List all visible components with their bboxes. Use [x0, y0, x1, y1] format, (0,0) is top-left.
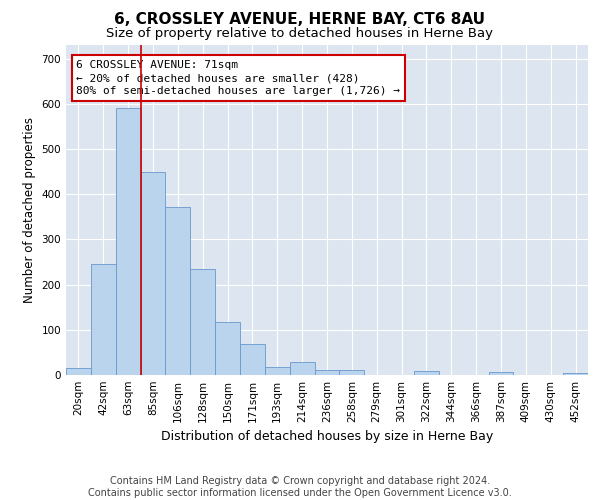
Bar: [340, 370, 364, 375]
Bar: [166, 207, 190, 375]
Bar: [488, 372, 514, 375]
Text: Contains HM Land Registry data © Crown copyright and database right 2024.
Contai: Contains HM Land Registry data © Crown c…: [88, 476, 512, 498]
Text: 6 CROSSLEY AVENUE: 71sqm
← 20% of detached houses are smaller (428)
80% of semi-: 6 CROSSLEY AVENUE: 71sqm ← 20% of detach…: [76, 60, 400, 96]
Bar: [190, 269, 215, 375]
Bar: [91, 264, 116, 375]
Bar: [215, 322, 240, 375]
Bar: [314, 370, 340, 375]
Text: 6, CROSSLEY AVENUE, HERNE BAY, CT6 8AU: 6, CROSSLEY AVENUE, HERNE BAY, CT6 8AU: [115, 12, 485, 28]
Bar: [116, 108, 140, 375]
Text: Size of property relative to detached houses in Herne Bay: Size of property relative to detached ho…: [107, 28, 493, 40]
Bar: [290, 362, 314, 375]
Bar: [140, 172, 166, 375]
X-axis label: Distribution of detached houses by size in Herne Bay: Distribution of detached houses by size …: [161, 430, 493, 444]
Bar: [563, 372, 588, 375]
Bar: [414, 372, 439, 375]
Bar: [66, 368, 91, 375]
Bar: [240, 344, 265, 375]
Bar: [265, 367, 290, 375]
Y-axis label: Number of detached properties: Number of detached properties: [23, 117, 36, 303]
